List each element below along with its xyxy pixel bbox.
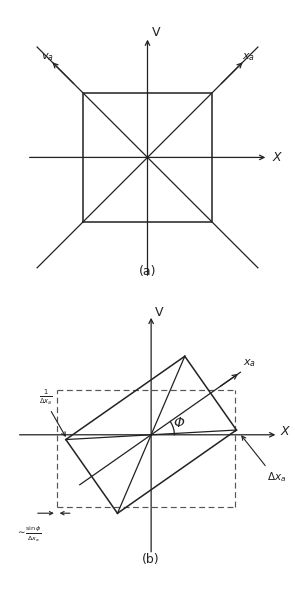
Text: (b): (b) <box>142 553 160 566</box>
Text: V: V <box>155 306 163 319</box>
Text: $x_a$: $x_a$ <box>242 51 255 63</box>
Text: (a): (a) <box>139 265 156 278</box>
Text: $v_a$: $v_a$ <box>40 51 53 63</box>
Text: $\frac{1}{\Delta x_a}$: $\frac{1}{\Delta x_a}$ <box>39 388 53 407</box>
Text: Φ: Φ <box>173 416 184 430</box>
Text: V: V <box>152 26 161 39</box>
Text: $\sim\!\frac{\sin\phi}{\Delta x_a}$: $\sim\!\frac{\sin\phi}{\Delta x_a}$ <box>16 525 42 544</box>
Text: $x_a$: $x_a$ <box>242 358 256 369</box>
Text: $\Delta x_a$: $\Delta x_a$ <box>268 470 287 484</box>
Text: X: X <box>280 425 289 438</box>
Text: X: X <box>272 151 281 164</box>
